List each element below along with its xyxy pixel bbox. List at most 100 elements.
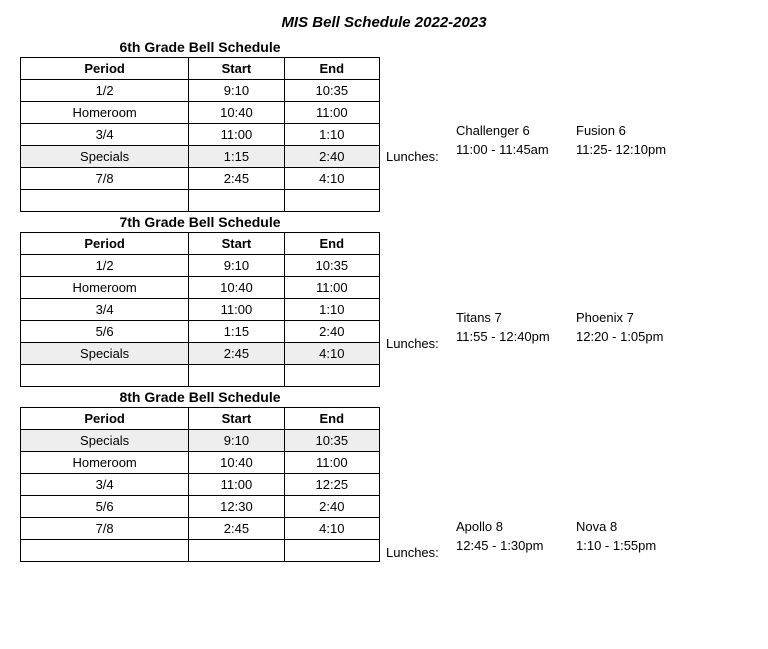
table-row: 5/61:152:40 (21, 321, 380, 343)
cell-end: 2:40 (284, 146, 379, 168)
cell-start: 9:10 (189, 80, 284, 102)
table-row: 7/82:454:10 (21, 168, 380, 190)
schedule-column: 6th Grade Bell Schedule Period Start End… (20, 37, 380, 562)
cell-end: 11:00 (284, 102, 379, 124)
table-row: 3/411:001:10 (21, 299, 380, 321)
cell-end: 4:10 (284, 168, 379, 190)
table-row: Homeroom10:4011:00 (21, 102, 380, 124)
lunch-group: Nova 8 1:10 - 1:55pm (576, 519, 686, 553)
col-end: End (284, 58, 379, 80)
cell-end: 2:40 (284, 321, 379, 343)
cell-period: 3/4 (21, 124, 189, 146)
lunch-time: 11:55 - 12:40pm (456, 329, 566, 344)
lunch-group: Phoenix 7 12:20 - 1:05pm (576, 310, 686, 344)
lunches-column: Lunches: Challenger 6 11:00 - 11:45am Fu… (380, 37, 748, 560)
lunch-time: 12:20 - 1:05pm (576, 329, 686, 344)
lunch-time: 11:00 - 11:45am (456, 142, 566, 157)
lunch-group: Fusion 6 11:25- 12:10pm (576, 123, 686, 157)
cell-end: 4:10 (284, 518, 379, 540)
table-row: 7/82:454:10 (21, 518, 380, 540)
lunch-time: 12:45 - 1:30pm (456, 538, 566, 553)
lunch-block-8: Lunches: Apollo 8 12:45 - 1:30pm Nova 8 … (386, 519, 748, 560)
cell-period: Homeroom (21, 452, 189, 474)
grade-title-6: 6th Grade Bell Schedule (20, 39, 380, 55)
schedule-table-6: Period Start End 1/29:1010:35 Homeroom10… (20, 57, 380, 212)
table-row: Homeroom10:4011:00 (21, 277, 380, 299)
cell-start: 11:00 (189, 124, 284, 146)
cell-start: 2:45 (189, 518, 284, 540)
spacer-row (21, 540, 380, 562)
lunch-name: Phoenix 7 (576, 310, 686, 325)
cell-start: 11:00 (189, 474, 284, 496)
table-header-row: Period Start End (21, 408, 380, 430)
col-start: Start (189, 233, 284, 255)
col-period: Period (21, 58, 189, 80)
cell-start: 11:00 (189, 299, 284, 321)
lunch-block-6: Lunches: Challenger 6 11:00 - 11:45am Fu… (386, 123, 748, 164)
cell-start: 12:30 (189, 496, 284, 518)
cell-period: Homeroom (21, 277, 189, 299)
cell-end: 2:40 (284, 496, 379, 518)
grade-title-8: 8th Grade Bell Schedule (20, 389, 380, 405)
cell-start: 10:40 (189, 277, 284, 299)
schedule-table-7: Period Start End 1/29:1010:35 Homeroom10… (20, 232, 380, 387)
table-row-specials: Specials1:152:40 (21, 146, 380, 168)
cell-period: 5/6 (21, 496, 189, 518)
lunch-time: 11:25- 12:10pm (576, 142, 686, 157)
table-row: 3/411:0012:25 (21, 474, 380, 496)
cell-period: Specials (21, 430, 189, 452)
cell-end: 10:35 (284, 80, 379, 102)
cell-end: 12:25 (284, 474, 379, 496)
table-row: 1/29:1010:35 (21, 80, 380, 102)
spacer-row (21, 365, 380, 387)
cell-period: Homeroom (21, 102, 189, 124)
grade-title-7: 7th Grade Bell Schedule (20, 214, 380, 230)
cell-end: 11:00 (284, 277, 379, 299)
spacer-row (21, 190, 380, 212)
lunch-group: Challenger 6 11:00 - 11:45am (456, 123, 566, 157)
schedule-table-8: Period Start End Specials9:1010:35 Homer… (20, 407, 380, 562)
lunch-name: Apollo 8 (456, 519, 566, 534)
col-start: Start (189, 58, 284, 80)
col-period: Period (21, 408, 189, 430)
cell-period: 7/8 (21, 168, 189, 190)
cell-period: Specials (21, 146, 189, 168)
cell-period: 3/4 (21, 299, 189, 321)
table-row: 3/411:001:10 (21, 124, 380, 146)
col-period: Period (21, 233, 189, 255)
cell-end: 10:35 (284, 430, 379, 452)
col-end: End (284, 233, 379, 255)
cell-start: 2:45 (189, 343, 284, 365)
cell-period: 1/2 (21, 255, 189, 277)
cell-end: 11:00 (284, 452, 379, 474)
cell-end: 4:10 (284, 343, 379, 365)
cell-start: 1:15 (189, 321, 284, 343)
cell-period: 5/6 (21, 321, 189, 343)
cell-end: 1:10 (284, 299, 379, 321)
lunches-label: Lunches: (386, 310, 456, 351)
table-header-row: Period Start End (21, 58, 380, 80)
lunch-block-7: Lunches: Titans 7 11:55 - 12:40pm Phoeni… (386, 310, 748, 351)
table-row-specials: Specials2:454:10 (21, 343, 380, 365)
table-row: 1/29:1010:35 (21, 255, 380, 277)
cell-period: 7/8 (21, 518, 189, 540)
cell-start: 10:40 (189, 102, 284, 124)
cell-start: 10:40 (189, 452, 284, 474)
lunch-name: Challenger 6 (456, 123, 566, 138)
cell-period: 1/2 (21, 80, 189, 102)
cell-start: 2:45 (189, 168, 284, 190)
lunches-label: Lunches: (386, 123, 456, 164)
lunches-label: Lunches: (386, 519, 456, 560)
cell-period: Specials (21, 343, 189, 365)
cell-start: 9:10 (189, 255, 284, 277)
lunch-time: 1:10 - 1:55pm (576, 538, 686, 553)
col-start: Start (189, 408, 284, 430)
main-layout: 6th Grade Bell Schedule Period Start End… (20, 37, 748, 562)
cell-start: 9:10 (189, 430, 284, 452)
cell-end: 1:10 (284, 124, 379, 146)
lunch-name: Nova 8 (576, 519, 686, 534)
page-title: MIS Bell Schedule 2022-2023 (20, 14, 748, 31)
cell-period: 3/4 (21, 474, 189, 496)
cell-end: 10:35 (284, 255, 379, 277)
lunch-name: Fusion 6 (576, 123, 686, 138)
